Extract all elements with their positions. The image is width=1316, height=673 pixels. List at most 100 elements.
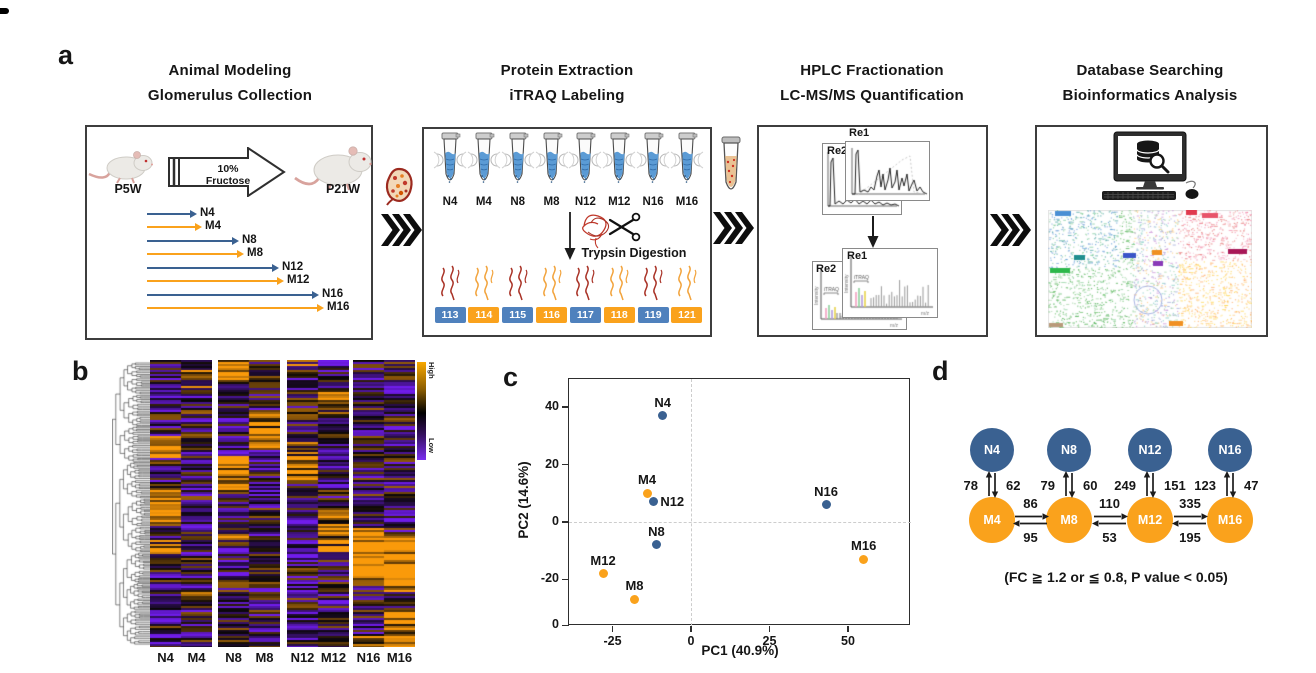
timeline-arrow-line (147, 253, 237, 256)
tube-label: N16 (642, 196, 664, 208)
tube-label: M16 (675, 196, 699, 208)
rat-right-label: P21W (325, 182, 361, 196)
m-group-circle: M4 (969, 497, 1015, 543)
heatmap-column-label: M8 (255, 650, 274, 665)
pca-point-label: N4 (654, 394, 672, 410)
timeline-label: N12 (282, 261, 304, 273)
pca-point-label: N16 (814, 483, 838, 499)
pca-point (598, 569, 608, 579)
timeline-arrow-line (147, 213, 190, 216)
heatmap-column-label: N8 (225, 650, 242, 665)
heatmap-colorbar (417, 362, 426, 460)
zero-x-gridline (691, 379, 692, 626)
y-tick-label: 0 (552, 617, 559, 632)
fructose-block-arrow (168, 146, 286, 198)
rat-left-label: P5W (114, 182, 142, 196)
vertical-count-right: 47 (1244, 478, 1259, 493)
pca-point-label: N8 (648, 523, 665, 539)
timeline-arrow-head (277, 277, 284, 285)
horizontal-exchange-arrows-icon (1172, 511, 1208, 529)
x-tick-label: 50 (841, 634, 855, 648)
vertical-count-left: 78 (963, 478, 978, 493)
step4-title-line1: Database Searching (1076, 62, 1224, 79)
pca-point-label: M4 (638, 472, 657, 488)
pca-point-label: M8 (625, 578, 644, 594)
heatmap-column-label: M16 (386, 650, 413, 665)
y-tick-mark (562, 406, 569, 408)
heatmap-column-label: N16 (356, 650, 381, 665)
y-tick-label: 20 (545, 456, 559, 471)
panel-b-label: b (72, 356, 89, 386)
itraq-tag: 121 (671, 307, 703, 323)
microtube-icon (467, 132, 501, 194)
trypsin-digestion-label: Trypsin Digestion (581, 246, 687, 260)
peptide-squiggle-icon (467, 264, 501, 302)
step4-title: Database Searching Bioinformatics Analys… (1020, 58, 1280, 108)
timeline-arrow-head (195, 223, 202, 231)
panel-a-label: a (58, 40, 74, 70)
timeline-label: N4 (200, 207, 215, 219)
step3-title-line1: HPLC Fractionation (800, 62, 944, 79)
y-tick-mark (562, 521, 569, 523)
tube-label: M8 (543, 196, 560, 208)
x-tick-mark (768, 626, 771, 632)
vertical-exchange-arrows-icon (1060, 471, 1078, 498)
vertical-count-right: 151 (1164, 478, 1186, 493)
timeline-label: N16 (322, 288, 344, 300)
panel-c-label: c (503, 362, 519, 392)
peptide-squiggle-icon (501, 264, 535, 302)
timeline-label: M16 (327, 301, 350, 313)
m-group-circle: M8 (1046, 497, 1092, 543)
hplc-chromatogram-front-panel (845, 141, 930, 201)
peptide-squiggle-icon (568, 264, 602, 302)
spectrum-front-label: Re1 (847, 250, 868, 262)
tube-label: N12 (574, 196, 596, 208)
x-tick-label: -25 (603, 634, 622, 648)
x-tick-label: 0 (687, 634, 695, 648)
heatmap-group (150, 360, 212, 647)
scan-artifact (0, 8, 9, 14)
ms-spectrum-front-panel (842, 248, 938, 318)
heatmap-column-label: N4 (157, 650, 174, 665)
horizontal-count-top: 110 (1099, 496, 1120, 511)
peptide-squiggle-icon (433, 264, 467, 302)
itraq-tag: 117 (569, 307, 601, 323)
n-group-circle: N16 (1208, 428, 1252, 472)
pca-point (658, 411, 668, 421)
microtube-icon (433, 132, 467, 194)
spectrum-back-label: Re2 (816, 263, 837, 275)
timeline-arrow-line (147, 294, 312, 297)
step2-title: Protein Extraction iTRAQ Labeling (437, 58, 697, 108)
microtube-icon (670, 132, 704, 194)
x-tick-label: 25 (762, 634, 777, 648)
collection-tube-icon (714, 136, 748, 200)
vertical-exchange-arrows-icon (1141, 471, 1159, 498)
vertical-count-left: 249 (1114, 478, 1136, 493)
pca-ylabel: PC2 (14.6%) (516, 461, 531, 539)
x-tick-mark (690, 626, 692, 632)
heatmap-column-label: M12 (320, 650, 347, 665)
heatmap-group (218, 360, 280, 647)
timeline-label: N8 (242, 234, 257, 246)
down-arrow-icon (866, 216, 880, 248)
horizontal-count-bottom: 95 (1023, 530, 1038, 545)
timeline-arrow-line (147, 267, 272, 270)
trypsin-protein-scissors-icon (576, 206, 648, 252)
pca-point-label: N12 (660, 493, 685, 509)
peptide-squiggle-icon (535, 264, 569, 302)
timeline-arrow-line (147, 240, 232, 243)
peptide-squiggle-icon (670, 264, 704, 302)
step3-title-line2: LC-MS/MS Quantification (780, 87, 964, 104)
itraq-tag: 119 (637, 307, 669, 323)
heatmap-column-label: M4 (187, 650, 206, 665)
vertical-exchange-arrows-icon (1221, 471, 1239, 498)
pca-point (821, 500, 831, 510)
colorbar-high-label: High (427, 362, 436, 379)
itraq-tag: 114 (468, 307, 500, 323)
timeline-label: M4 (205, 220, 221, 232)
vertical-count-right: 60 (1083, 478, 1098, 493)
pca-xlabel: PC1 (40.9%) (701, 643, 779, 658)
tube-label: N8 (510, 196, 526, 208)
rat-icon-left (86, 146, 158, 186)
